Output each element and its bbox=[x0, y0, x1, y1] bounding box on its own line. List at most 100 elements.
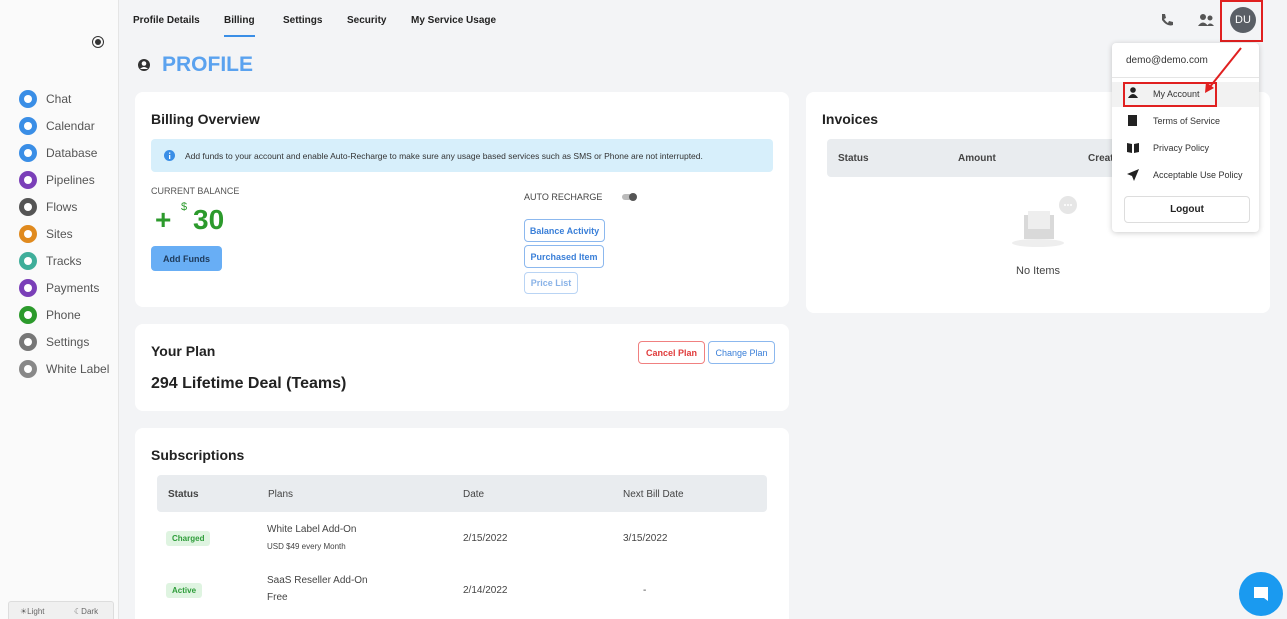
radio-icon[interactable] bbox=[91, 35, 105, 49]
info-icon bbox=[164, 150, 175, 161]
book-icon bbox=[1128, 115, 1137, 126]
phone-icon[interactable] bbox=[1159, 12, 1175, 28]
tab[interactable]: Profile Details bbox=[133, 15, 200, 26]
nav-icon bbox=[19, 144, 37, 162]
nav-item[interactable]: Database bbox=[18, 143, 97, 163]
balance-sign: + bbox=[155, 204, 172, 235]
subscriptions-card bbox=[135, 428, 789, 619]
table-header bbox=[157, 475, 767, 512]
next-cell: - bbox=[643, 585, 647, 596]
date-cell: 2/15/2022 bbox=[463, 533, 508, 544]
theme-light[interactable]: ☀Light bbox=[20, 607, 45, 616]
next-cell: 3/15/2022 bbox=[623, 533, 668, 544]
nav-icon bbox=[19, 171, 37, 189]
arrow-icon bbox=[1127, 169, 1139, 181]
nav-label: Flows bbox=[46, 200, 78, 214]
dropdown-item[interactable]: Terms of Service bbox=[1153, 116, 1221, 126]
team-icon[interactable] bbox=[1197, 13, 1215, 27]
nav-icon bbox=[19, 333, 37, 351]
dropdown-item[interactable]: Acceptable Use Policy bbox=[1153, 170, 1243, 180]
nav-item[interactable]: Pipelines bbox=[18, 170, 95, 190]
hover-row bbox=[1112, 82, 1259, 107]
theme-dark[interactable]: ☾Dark bbox=[74, 607, 99, 616]
nav-item[interactable]: Calendar bbox=[18, 116, 95, 136]
sidebar bbox=[0, 0, 119, 619]
chat-launcher-icon[interactable] bbox=[1252, 585, 1270, 603]
nav-item[interactable]: Settings bbox=[18, 332, 89, 352]
nav-icon bbox=[19, 279, 37, 297]
tab[interactable]: My Service Usage bbox=[411, 15, 497, 26]
balance-label: CURRENT BALANCE bbox=[151, 186, 240, 196]
dropdown-item[interactable]: My Account bbox=[1153, 89, 1200, 99]
link-button[interactable]: Price List bbox=[524, 272, 578, 294]
link-button[interactable]: Balance Activity bbox=[524, 219, 605, 242]
nav-icon bbox=[19, 252, 37, 270]
link-button[interactable]: Purchased Item bbox=[524, 245, 604, 268]
nav-item[interactable]: Sites bbox=[18, 224, 73, 244]
status-badge: Active bbox=[166, 583, 203, 598]
nav-item[interactable]: Flows bbox=[18, 197, 77, 217]
column-header: Status bbox=[168, 489, 199, 500]
avatar[interactable]: DU bbox=[1230, 7, 1256, 33]
policy-icon bbox=[1127, 143, 1139, 153]
nav-label: White Label bbox=[46, 362, 110, 376]
column-header: Plans bbox=[268, 489, 294, 500]
nav-label: Calendar bbox=[46, 119, 95, 133]
nav-icon bbox=[19, 360, 37, 378]
status-badge: Charged bbox=[166, 531, 211, 546]
nav-item[interactable]: Payments bbox=[18, 278, 99, 298]
nav-label: Phone bbox=[46, 308, 81, 322]
plan-cell: White Label Add-On bbox=[267, 524, 357, 535]
column-header: Created bbox=[1088, 153, 1126, 164]
tab[interactable]: Security bbox=[347, 15, 387, 26]
nav-icon bbox=[19, 306, 37, 324]
user-icon bbox=[1128, 87, 1138, 98]
nav-icon bbox=[19, 90, 37, 108]
nav-item[interactable]: Chat bbox=[18, 89, 71, 109]
billing-card bbox=[135, 92, 789, 307]
account-dropdown bbox=[1112, 43, 1259, 232]
empty-illustration bbox=[1012, 196, 1077, 247]
nav-item[interactable]: White Label bbox=[18, 359, 109, 379]
highlight-box bbox=[1220, 0, 1263, 42]
auto-recharge-toggle[interactable] bbox=[621, 192, 639, 202]
column-header: Amount bbox=[958, 153, 996, 164]
divider bbox=[1112, 77, 1259, 78]
auto-recharge-label: AUTO RECHARGE bbox=[524, 192, 603, 202]
dropdown-email: demo@demo.com bbox=[1126, 55, 1208, 66]
nav-label: Sites bbox=[46, 227, 73, 241]
nav-icon bbox=[19, 225, 37, 243]
nav-icon bbox=[19, 198, 37, 216]
nav-item[interactable]: Phone bbox=[18, 305, 81, 325]
nav-label: Payments bbox=[46, 281, 100, 295]
pointer-arrow bbox=[1205, 47, 1242, 93]
nav-label: Database bbox=[46, 146, 98, 160]
nav-icon bbox=[19, 117, 37, 135]
card-title: Your Plan bbox=[151, 343, 216, 359]
tab-active[interactable]: Billing bbox=[224, 15, 255, 26]
nav-label: Tracks bbox=[46, 254, 82, 268]
change-plan-button[interactable]: Change Plan bbox=[708, 341, 775, 364]
empty-text: No Items bbox=[1016, 265, 1061, 277]
profile-icon bbox=[138, 59, 150, 71]
cancel-plan-button[interactable]: Cancel Plan bbox=[638, 341, 705, 364]
highlight-box bbox=[1123, 82, 1217, 107]
add-funds-button[interactable]: Add Funds bbox=[151, 246, 222, 271]
plan-detail: USD $49 every Month bbox=[267, 542, 346, 551]
nav-item[interactable]: Tracks bbox=[18, 251, 82, 271]
column-header: Date bbox=[463, 489, 485, 500]
column-header: Status bbox=[838, 153, 869, 164]
nav-label: Pipelines bbox=[46, 173, 95, 187]
column-header: Next Bill Date bbox=[623, 489, 684, 500]
plan-detail: Free bbox=[267, 592, 288, 603]
tab[interactable]: Settings bbox=[283, 15, 323, 26]
balance-amount: 30 bbox=[193, 204, 225, 235]
logout-button[interactable]: Logout bbox=[1124, 196, 1250, 223]
theme-toggle bbox=[8, 601, 114, 619]
card-title: Subscriptions bbox=[151, 447, 245, 463]
tab-underline bbox=[224, 35, 255, 37]
notice-text: Add funds to your account and enable Aut… bbox=[185, 151, 703, 161]
page-title: PROFILE bbox=[162, 53, 254, 76]
dropdown-item[interactable]: Privacy Policy bbox=[1153, 143, 1210, 153]
